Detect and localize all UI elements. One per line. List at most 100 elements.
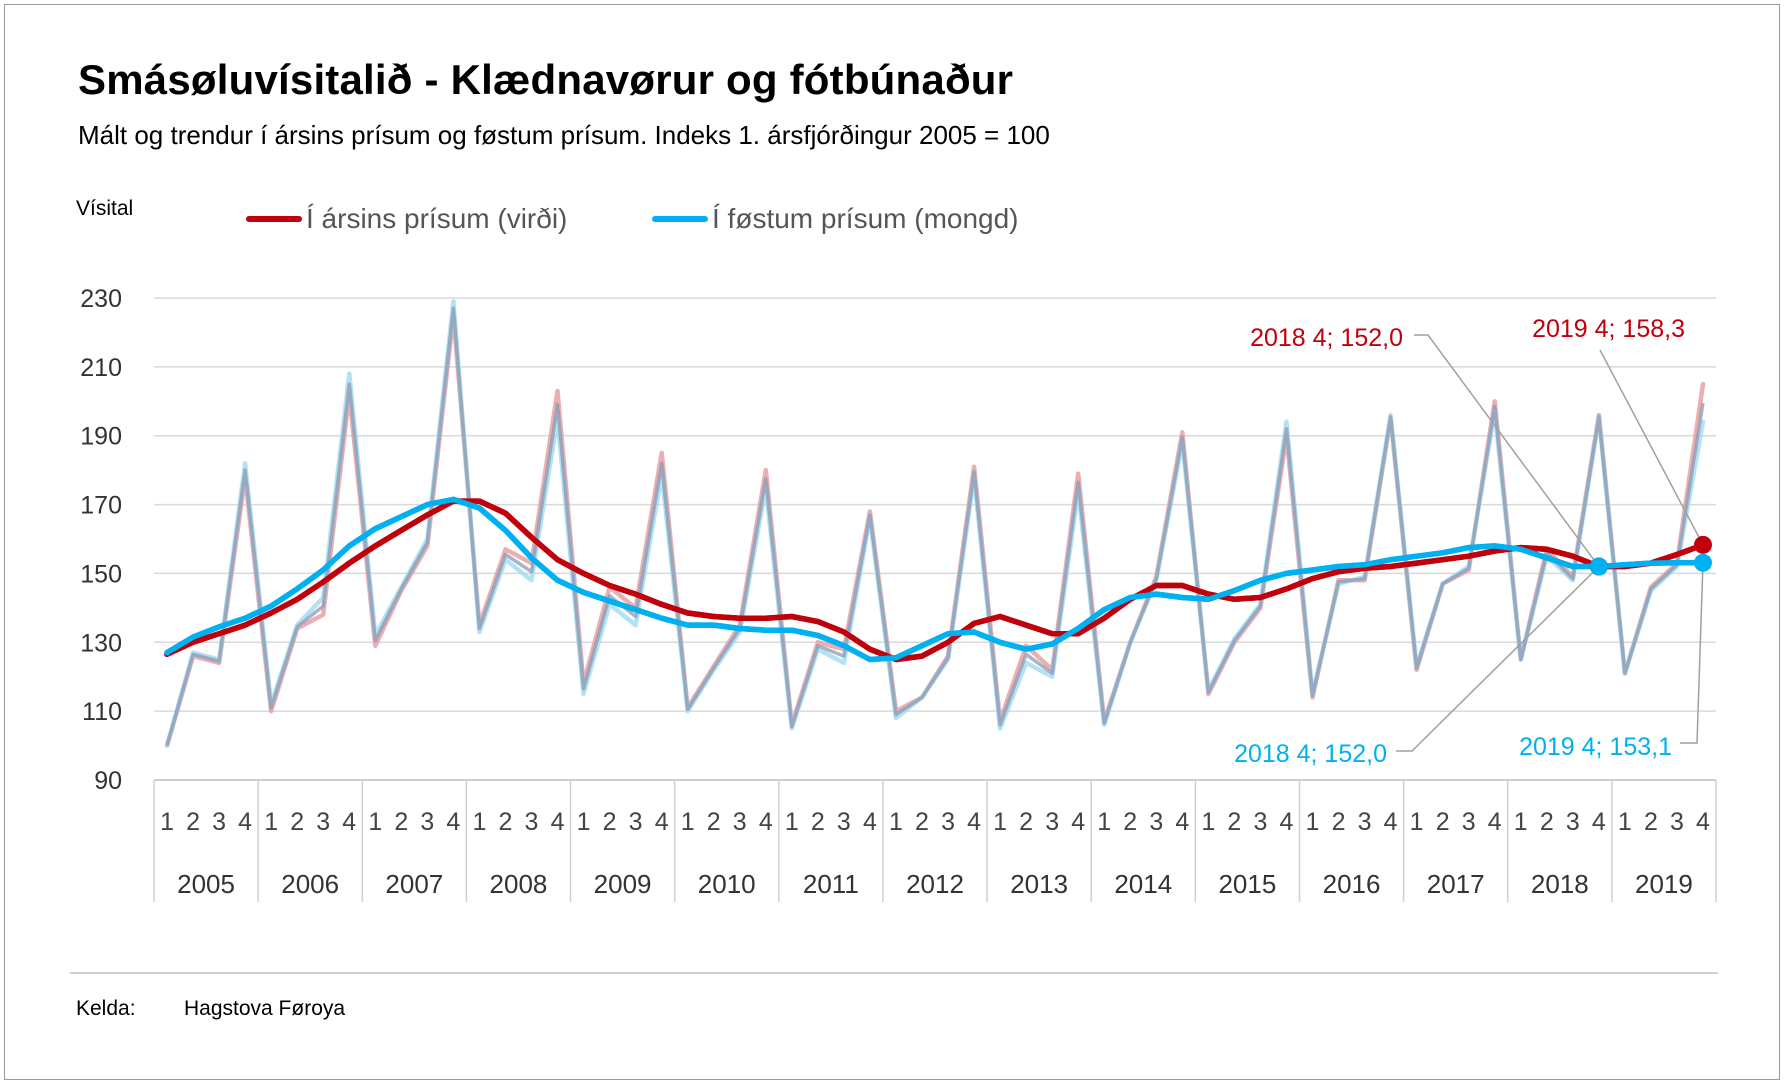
annotation-leader-line bbox=[1680, 562, 1704, 744]
quarter-tick-label: 4 bbox=[1696, 808, 1710, 836]
quarter-tick-label: 2 bbox=[1644, 808, 1658, 836]
quarter-tick-label: 2 bbox=[707, 808, 721, 836]
quarter-tick-label: 1 bbox=[1514, 808, 1528, 836]
year-tick-label: 2018 bbox=[1531, 869, 1589, 899]
quarter-tick-label: 4 bbox=[342, 808, 356, 836]
quarter-tick-label: 4 bbox=[863, 808, 877, 836]
y-tick-label: 90 bbox=[94, 767, 122, 795]
quarter-tick-label: 2 bbox=[1436, 808, 1450, 836]
annotation-label: 2018 4; 152,0 bbox=[1250, 324, 1403, 352]
y-tick-label: 210 bbox=[80, 354, 122, 382]
y-tick-label: 170 bbox=[80, 492, 122, 520]
year-tick-label: 2007 bbox=[385, 869, 443, 899]
trend-line bbox=[164, 498, 1706, 663]
quarter-tick-label: 2 bbox=[1123, 808, 1137, 836]
quarter-tick-label: 3 bbox=[316, 808, 330, 836]
legend-swatch-nominal bbox=[246, 216, 302, 222]
quarter-tick-label: 3 bbox=[525, 808, 539, 836]
quarter-tick-label: 2 bbox=[1540, 808, 1554, 836]
quarter-tick-label: 4 bbox=[551, 808, 565, 836]
source-value: Hagstova Føroya bbox=[184, 997, 346, 1020]
y-tick-label: 130 bbox=[80, 629, 122, 657]
quarter-tick-label: 1 bbox=[681, 808, 695, 836]
quarter-tick-label: 3 bbox=[1566, 808, 1580, 836]
annotation-marker bbox=[1589, 557, 1608, 576]
quarter-tick-label: 2 bbox=[811, 808, 825, 836]
quarter-tick-label: 2 bbox=[1227, 808, 1241, 836]
quarter-tick-label: 2 bbox=[498, 808, 512, 836]
legend-item-real[interactable]: Í føstum prísum (mongd) bbox=[652, 203, 1019, 235]
quarter-tick-label: 3 bbox=[1253, 808, 1267, 836]
annotation-leader-line bbox=[1396, 566, 1600, 752]
quarter-tick-label: 3 bbox=[1045, 808, 1059, 836]
legend-item-nominal[interactable]: Í ársins prísum (virði) bbox=[246, 203, 567, 235]
year-tick-label: 2016 bbox=[1323, 869, 1381, 899]
year-tick-label: 2015 bbox=[1218, 869, 1276, 899]
quarter-tick-label: 1 bbox=[1097, 808, 1111, 836]
y-tick-label: 190 bbox=[80, 423, 122, 451]
quarter-tick-label: 4 bbox=[1279, 808, 1293, 836]
source-label: Kelda: bbox=[76, 997, 136, 1020]
quarter-tick-label: 1 bbox=[264, 808, 278, 836]
year-tick-label: 2013 bbox=[1010, 869, 1068, 899]
quarter-tick-label: 4 bbox=[967, 808, 981, 836]
quarter-tick-label: 3 bbox=[212, 808, 226, 836]
year-tick-label: 2008 bbox=[490, 869, 548, 899]
quarter-tick-label: 4 bbox=[1384, 808, 1398, 836]
quarter-tick-label: 1 bbox=[1618, 808, 1632, 836]
quarter-tick-label: 1 bbox=[472, 808, 486, 836]
annotation-marker bbox=[1693, 553, 1712, 572]
annotation-label: 2018 4; 152,0 bbox=[1234, 740, 1387, 768]
quarter-tick-label: 4 bbox=[655, 808, 669, 836]
annotation-label: 2019 4; 158,3 bbox=[1532, 315, 1685, 343]
y-tick-label: 110 bbox=[82, 698, 122, 726]
quarter-tick-label: 3 bbox=[941, 808, 955, 836]
y-axis-label: Vísital bbox=[76, 197, 134, 220]
chart-title: Smásøluvísitalið - Klædnavørur og fótbún… bbox=[78, 56, 1014, 103]
y-tick-label: 230 bbox=[80, 285, 122, 313]
annotation-label: 2019 4; 153,1 bbox=[1519, 733, 1672, 761]
quarter-tick-label: 4 bbox=[446, 808, 460, 836]
quarter-tick-label: 2 bbox=[1019, 808, 1033, 836]
quarter-tick-label: 1 bbox=[889, 808, 903, 836]
y-tick-label: 150 bbox=[80, 560, 122, 588]
quarter-tick-label: 1 bbox=[160, 808, 174, 836]
trend-line bbox=[164, 498, 1706, 663]
year-tick-label: 2011 bbox=[803, 869, 859, 899]
year-tick-label: 2019 bbox=[1635, 869, 1693, 899]
annotation-leader-line bbox=[1599, 349, 1704, 546]
quarter-tick-label: 2 bbox=[603, 808, 617, 836]
trend-line bbox=[164, 496, 1706, 663]
year-tick-label: 2012 bbox=[906, 869, 964, 899]
quarter-tick-label: 3 bbox=[1462, 808, 1476, 836]
quarter-tick-label: 1 bbox=[1306, 808, 1320, 836]
quarter-tick-label: 4 bbox=[1071, 808, 1085, 836]
quarter-tick-label: 3 bbox=[1149, 808, 1163, 836]
quarter-tick-label: 1 bbox=[1410, 808, 1424, 836]
measured-overlap-line bbox=[165, 306, 1705, 747]
legend-swatch-real bbox=[652, 216, 708, 222]
quarter-tick-label: 1 bbox=[785, 808, 799, 836]
quarter-tick-label: 4 bbox=[238, 808, 252, 836]
annotation-marker bbox=[1693, 535, 1712, 554]
chart-subtitle: Mált og trendur í ársins prísum og føstu… bbox=[78, 120, 1050, 150]
quarter-tick-label: 1 bbox=[1201, 808, 1215, 836]
quarter-tick-label: 3 bbox=[420, 808, 434, 836]
quarter-tick-label: 1 bbox=[577, 808, 591, 836]
quarter-tick-label: 3 bbox=[837, 808, 851, 836]
quarter-tick-label: 3 bbox=[629, 808, 643, 836]
annotation-leader-line bbox=[1414, 334, 1600, 567]
quarter-tick-label: 2 bbox=[394, 808, 408, 836]
year-tick-label: 2005 bbox=[177, 869, 235, 899]
quarter-tick-label: 2 bbox=[186, 808, 200, 836]
quarter-tick-label: 1 bbox=[993, 808, 1007, 836]
quarter-tick-label: 3 bbox=[1358, 808, 1372, 836]
year-tick-label: 2009 bbox=[594, 869, 652, 899]
trend-line bbox=[164, 496, 1706, 663]
quarter-tick-label: 4 bbox=[1592, 808, 1606, 836]
quarter-tick-label: 2 bbox=[915, 808, 929, 836]
quarter-tick-label: 2 bbox=[290, 808, 304, 836]
year-tick-label: 2006 bbox=[281, 869, 339, 899]
legend-label-nominal: Í ársins prísum (virði) bbox=[306, 203, 568, 234]
